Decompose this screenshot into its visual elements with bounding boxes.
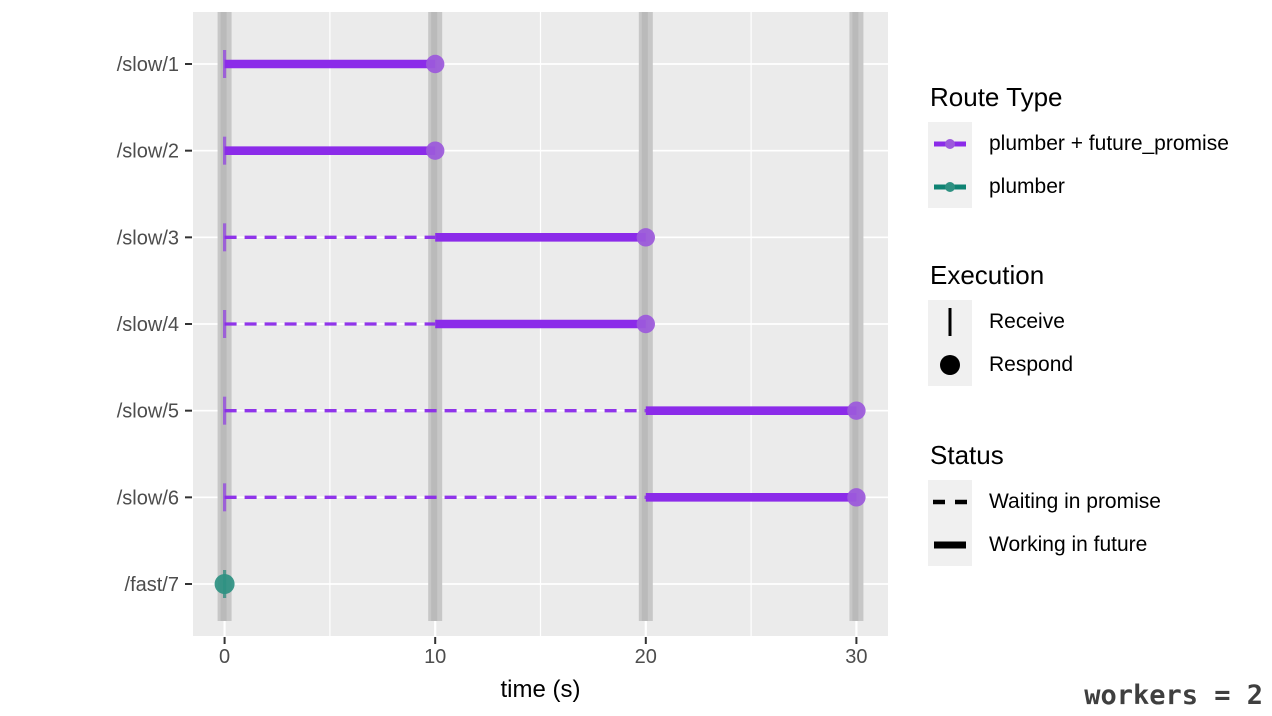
x-tick-label: 30 (845, 646, 867, 668)
timeline-chart: 0 10 20 30/slow/1/slow/2/slow/3/slow/4/slow… (117, 12, 888, 703)
respond-marker (214, 574, 235, 594)
receive-swatch (928, 300, 972, 343)
route-row--fast-7 (214, 570, 235, 598)
worker-band-inner (431, 12, 438, 621)
worker-band-inner (852, 12, 859, 621)
legend-item-future-promise: plumber + future_promise (928, 122, 1229, 165)
legend-label: Waiting in promise (989, 489, 1161, 513)
x-tick-label: 20 (635, 646, 657, 668)
legend-title-status: Status (930, 440, 1004, 470)
respond-marker (847, 401, 866, 420)
legend-label: Working in future (989, 532, 1148, 556)
respond-marker (636, 228, 656, 247)
y-axis-label: /slow/5 (117, 401, 179, 423)
x-axis-title: time (s) (501, 676, 581, 703)
filled-circle-icon (940, 354, 960, 375)
legend-group-status: Status Waiting in promise Working in fut… (928, 440, 1161, 566)
workers-caption: workers = 2 (1084, 680, 1263, 711)
route-row--slow-3 (222, 223, 656, 252)
route-row--slow-6 (222, 483, 866, 512)
plumber-swatch (928, 165, 972, 208)
legend: Route Type plumber + future_promise (928, 0, 1272, 716)
legend-item-receive: Receive (928, 300, 1073, 343)
legend-item-respond: Respond (928, 343, 1073, 386)
legend-title-execution: Execution (930, 260, 1045, 290)
y-axis-label: /fast/7 (125, 574, 179, 596)
dashed-line-icon (933, 499, 968, 504)
legend-title-route-type: Route Type (930, 82, 1063, 112)
route-row--slow-5 (222, 396, 866, 425)
y-axis-label: /slow/4 (117, 314, 179, 336)
respond-swatch (928, 343, 972, 386)
line-with-dot-icon (934, 181, 966, 192)
respond-marker (425, 54, 445, 74)
y-axis-label: /slow/2 (117, 141, 179, 163)
legend-label: Respond (989, 352, 1074, 376)
y-axis-label: /slow/1 (117, 54, 179, 76)
legend-label: plumber + future_promise (989, 131, 1229, 155)
y-axis-label: /slow/3 (117, 227, 179, 249)
legend-label: plumber (989, 174, 1065, 198)
legend-item-plumber: plumber (928, 165, 1229, 208)
future-promise-swatch (928, 122, 972, 165)
route-row--slow-4 (222, 310, 656, 338)
legend-group-execution: Execution Receive Respond (928, 260, 1073, 386)
legend-group-route-type: Route Type plumber + future_promise (928, 82, 1229, 208)
y-axis-label: /slow/6 (117, 487, 179, 509)
legend-label: Receive (989, 309, 1065, 333)
route-row--slow-2 (222, 136, 445, 165)
route-row--slow-1 (222, 50, 445, 78)
line-with-dot-icon (934, 138, 966, 149)
respond-marker (847, 488, 866, 507)
legend-item-waiting: Waiting in promise (928, 480, 1161, 523)
solid-line-icon (934, 541, 966, 548)
waiting-swatch (928, 480, 972, 523)
vertical-line-icon (948, 307, 952, 336)
x-tick-label: 0 (219, 646, 230, 668)
respond-marker (636, 314, 656, 334)
legend-item-working: Working in future (928, 523, 1161, 566)
x-tick-label: 10 (424, 646, 446, 668)
working-swatch (928, 523, 972, 566)
respond-marker (425, 141, 445, 160)
